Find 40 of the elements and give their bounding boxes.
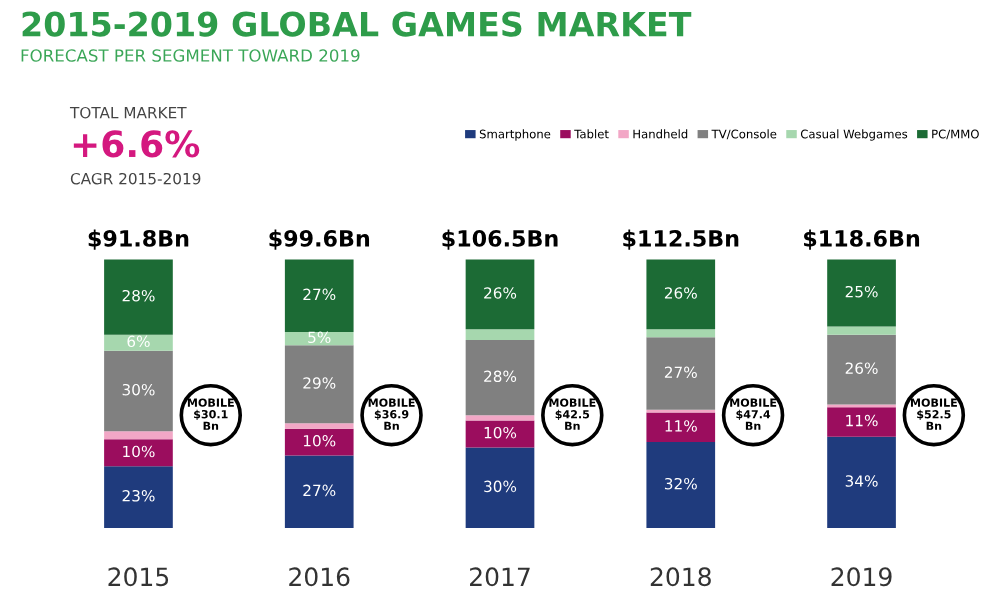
bar	[465, 420, 535, 448]
bar	[284, 455, 354, 528]
annotation: $99.6Bn	[269, 229, 370, 250]
bar	[827, 326, 896, 335]
x-tick-label: 2017	[470, 567, 530, 587]
bar	[284, 423, 354, 429]
x-tick-label: 2018	[650, 567, 711, 587]
bar	[465, 447, 535, 528]
bar	[646, 412, 716, 443]
chart-title: 2015-2019 GLOBAL GAMES MARKET	[22, 11, 692, 37]
bar	[104, 466, 173, 528]
bar	[104, 350, 173, 432]
bar	[104, 259, 173, 335]
chart-subtitle: FORECAST PER SEGMENT TOWARD 2019	[21, 49, 360, 62]
bar	[284, 428, 354, 456]
bar	[646, 337, 716, 410]
annotation: $112.5Bn	[623, 229, 739, 250]
bar	[827, 259, 896, 327]
annotation: $118.6Bn	[804, 229, 920, 250]
bar	[465, 259, 535, 330]
x-tick-label: 2016	[289, 567, 350, 587]
bar	[465, 415, 535, 421]
bar	[284, 259, 354, 332]
bar	[284, 345, 354, 424]
bar	[646, 329, 716, 338]
bar	[646, 442, 716, 528]
bar	[104, 439, 173, 467]
bar	[827, 407, 896, 437]
annotation: $91.8Bn	[88, 229, 189, 250]
x-tick-label: 2019	[831, 567, 892, 587]
annotation: $106.5Bn	[442, 229, 558, 250]
bar	[104, 431, 173, 440]
bar	[827, 436, 896, 528]
bar	[104, 334, 173, 351]
bar	[465, 340, 535, 416]
bar	[827, 334, 896, 405]
x-tick-label: 2015	[108, 567, 169, 587]
bar	[646, 259, 716, 330]
bar	[465, 329, 535, 340]
text: +6.6%	[73, 130, 200, 158]
